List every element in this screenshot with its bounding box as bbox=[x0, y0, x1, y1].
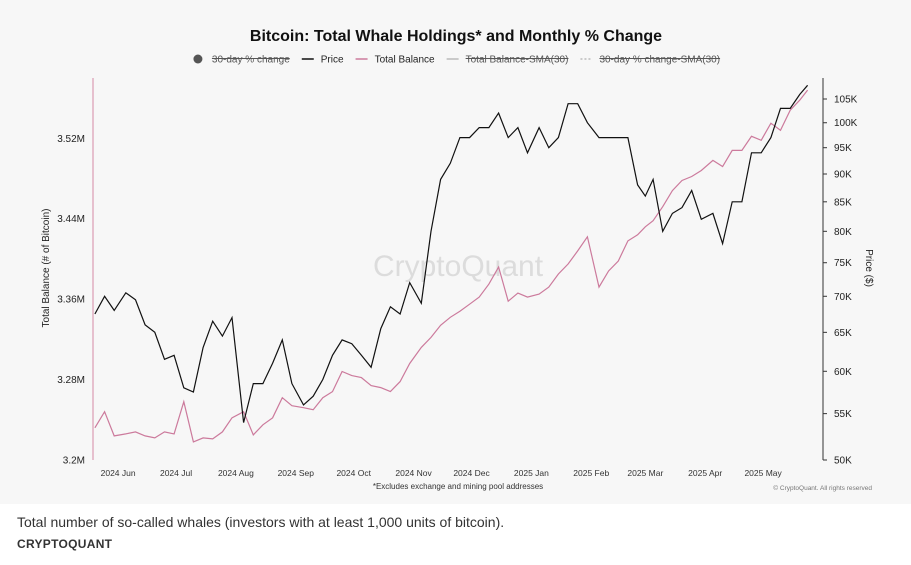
right-tick-label: 65K bbox=[834, 328, 852, 339]
chart-title: Bitcoin: Total Whale Holdings* and Month… bbox=[250, 28, 662, 45]
credit: CRYPTOQUANT bbox=[17, 537, 113, 551]
right-tick-label: 100K bbox=[834, 118, 858, 129]
right-tick-label: 75K bbox=[834, 258, 852, 269]
right-tick-label: 90K bbox=[834, 170, 852, 181]
footnote: *Excludes exchange and mining pool addre… bbox=[373, 482, 543, 491]
x-tick-label: 2025 Feb bbox=[573, 468, 609, 478]
watermark: CryptoQuant bbox=[373, 250, 544, 283]
x-tick-label: 2024 Jun bbox=[101, 468, 136, 478]
x-tick-label: 2024 Oct bbox=[336, 468, 371, 478]
right-axis-label: Price ($) bbox=[863, 249, 874, 287]
x-tick-label: 2024 Aug bbox=[218, 468, 254, 478]
copyright: © CryptoQuant. All rights reserved bbox=[773, 484, 872, 492]
x-tick-label: 2025 Mar bbox=[627, 468, 663, 478]
legend-item: Total Balance bbox=[355, 55, 435, 66]
total-balance-line bbox=[94, 89, 809, 443]
legend-label: Total Balance bbox=[375, 55, 435, 66]
legend-item: 30-day % change-SMA(30) bbox=[580, 55, 721, 66]
legend-label: Total Balance-SMA(30) bbox=[466, 55, 569, 66]
x-tick-label: 2024 Sep bbox=[278, 468, 315, 478]
right-tick-label: 105K bbox=[834, 95, 858, 106]
right-tick-label: 60K bbox=[834, 367, 852, 378]
right-tick-label: 50K bbox=[834, 456, 852, 467]
x-tick-label: 2024 Jul bbox=[160, 468, 192, 478]
legend-item: Total Balance-SMA(30) bbox=[446, 55, 569, 66]
x-tick-label: 2025 Jan bbox=[514, 468, 549, 478]
legend-label: Price bbox=[321, 55, 344, 66]
x-tick-label: 2024 Dec bbox=[453, 468, 490, 478]
right-tick-label: 80K bbox=[834, 227, 852, 238]
x-axis-ticks: 2024 Jun 2024 Jul 2024 Aug 2024 Sep 2024 Oct… bbox=[101, 468, 783, 478]
legend-label: 30-day % change-SMA(30) bbox=[599, 55, 720, 66]
left-tick-label: 3.28M bbox=[57, 375, 85, 386]
left-axis-ticks: 3.2M 3.28M 3.36M 3.44M 3.52M bbox=[57, 134, 85, 467]
right-tick-label: 85K bbox=[834, 197, 852, 208]
x-tick-label: 2024 Nov bbox=[395, 468, 432, 478]
right-tick-label: 95K bbox=[834, 143, 852, 154]
left-tick-label: 3.44M bbox=[57, 214, 85, 225]
legend-item: Price bbox=[301, 55, 344, 66]
left-tick-label: 3.36M bbox=[57, 295, 85, 306]
x-tick-label: 2025 May bbox=[744, 468, 782, 478]
chart-panel: Bitcoin: Total Whale Holdings* and Month… bbox=[41, 28, 874, 492]
right-axis-ticks: 50K 55K 60K 65K 70K 75K 80K 85K 90K 95K 100K 105K bbox=[823, 95, 858, 467]
left-tick-label: 3.52M bbox=[57, 134, 85, 145]
caption: Total number of so-called whales (invest… bbox=[17, 514, 505, 530]
left-tick-label: 3.2M bbox=[63, 456, 85, 467]
right-tick-label: 55K bbox=[834, 409, 852, 420]
legend: 30-day % change Price Total Balance Total B… bbox=[193, 54, 721, 66]
legend-label: 30-day % change bbox=[212, 55, 290, 66]
chart: Bitcoin: Total Whale Holdings* and Month… bbox=[41, 28, 874, 492]
left-axis-label: Total Balance (# of Bitcoin) bbox=[41, 209, 52, 328]
x-tick-label: 2025 Apr bbox=[688, 468, 722, 478]
price-line bbox=[94, 84, 809, 423]
right-tick-label: 70K bbox=[834, 292, 852, 303]
legend-item: 30-day % change bbox=[193, 54, 290, 66]
legend-dot-marker bbox=[193, 54, 203, 64]
